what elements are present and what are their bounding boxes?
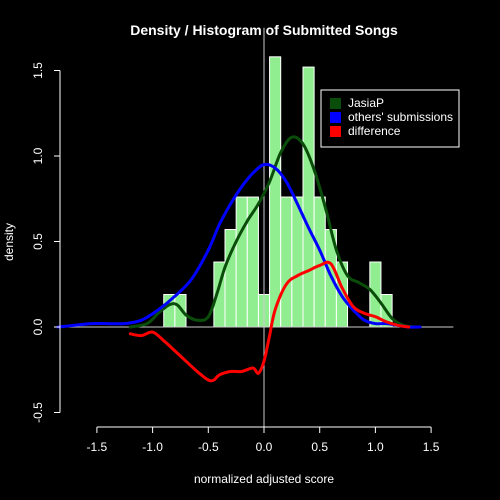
y-tick-label: 0.0	[31, 318, 45, 335]
x-tick-label: 1.0	[367, 440, 384, 454]
legend-swatch	[330, 126, 341, 137]
legend-swatch	[330, 112, 341, 123]
y-axis-label: density	[2, 223, 16, 261]
x-tick-label: 1.5	[423, 440, 440, 454]
x-tick-label: -1.0	[142, 440, 163, 454]
difference-line	[128, 260, 411, 383]
histogram-bar	[280, 196, 293, 328]
legend-box	[320, 89, 460, 148]
axes: -1.5 -1.0 -0.5 0.0 0.5 1.0 1.5 -0.5 0.0 0.5 1.0 1.5	[31, 62, 440, 454]
y-tick-label: 1.0	[31, 147, 45, 164]
x-tick-label: 0.5	[311, 440, 328, 454]
y-tick-label: -0.5	[31, 402, 45, 423]
y-tick-label: 0.5	[31, 233, 45, 250]
legend-label: others' submissions	[348, 110, 453, 124]
histogram-bar	[235, 196, 248, 328]
x-tick-label: 0.0	[256, 440, 273, 454]
legend-label: JasiaP	[348, 96, 384, 110]
histogram-bar	[269, 56, 282, 328]
x-tick-label: -1.5	[87, 440, 108, 454]
y-tick-label: 1.5	[31, 62, 45, 79]
legend-swatch	[330, 98, 341, 109]
x-tick-label: -0.5	[198, 440, 219, 454]
legend-label: difference	[348, 124, 401, 138]
others-submissions-density-line	[56, 162, 422, 329]
histogram-bar	[291, 196, 304, 328]
jasiap-density-line	[128, 135, 416, 329]
density-curves	[56, 135, 422, 383]
x-axis-label: normalized adjusted score	[194, 472, 334, 486]
histogram-bar	[302, 66, 315, 328]
